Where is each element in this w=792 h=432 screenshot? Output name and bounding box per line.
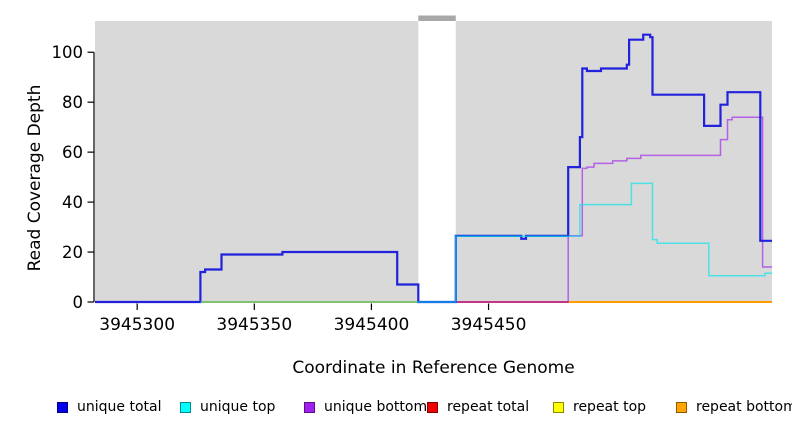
x-tick-label: 3945400 — [334, 315, 410, 335]
legend-label: repeat total — [447, 399, 530, 415]
x-axis-title: Coordinate in Reference Genome — [292, 358, 575, 378]
legend-swatch-icon — [304, 401, 315, 413]
y-tick-label: 0 — [73, 293, 84, 312]
legend-item-repeat-total: repeat total — [427, 399, 529, 415]
legend-item-unique-top: unique top — [180, 399, 275, 415]
y-tick-label: 40 — [62, 193, 83, 212]
gap-cap-bar — [418, 15, 456, 21]
x-tick-label: 3945300 — [99, 315, 175, 335]
legend-label: unique top — [200, 399, 276, 415]
legend-swatch-icon — [676, 401, 687, 413]
y-tick-label: 60 — [62, 143, 83, 162]
legend-label: repeat top — [573, 399, 647, 415]
y-tick-label: 100 — [52, 43, 84, 62]
series-line-unique-total — [95, 33, 772, 304]
x-tick-label: 3945350 — [216, 315, 292, 335]
y-tick-label: 20 — [62, 243, 83, 262]
legend-item-unique-total: unique total — [57, 399, 161, 415]
no-data-gap — [418, 21, 456, 302]
legend-label: repeat bottom — [696, 399, 792, 415]
legend-swatch-icon — [180, 401, 191, 413]
legend-label: unique total — [77, 399, 162, 415]
y-axis-title: Read Coverage Depth — [25, 84, 45, 272]
legend-swatch-icon — [427, 401, 438, 413]
series-line-unique-bottom — [455, 116, 772, 303]
x-tick-label: 3945450 — [451, 315, 527, 335]
legend-item-unique-bottom: unique bottom — [304, 399, 427, 415]
chart-legend: unique total unique top unique bottom repea… — [0, 399, 792, 419]
legend-swatch-icon — [553, 401, 564, 413]
legend-item-repeat-bottom: repeat bottom — [676, 399, 792, 415]
series-line-unique-top — [200, 182, 772, 303]
legend-label: unique bottom — [324, 399, 428, 415]
y-tick-label: 80 — [62, 93, 83, 112]
legend-swatch-icon — [57, 401, 68, 413]
legend-item-repeat-top: repeat top — [553, 399, 646, 415]
